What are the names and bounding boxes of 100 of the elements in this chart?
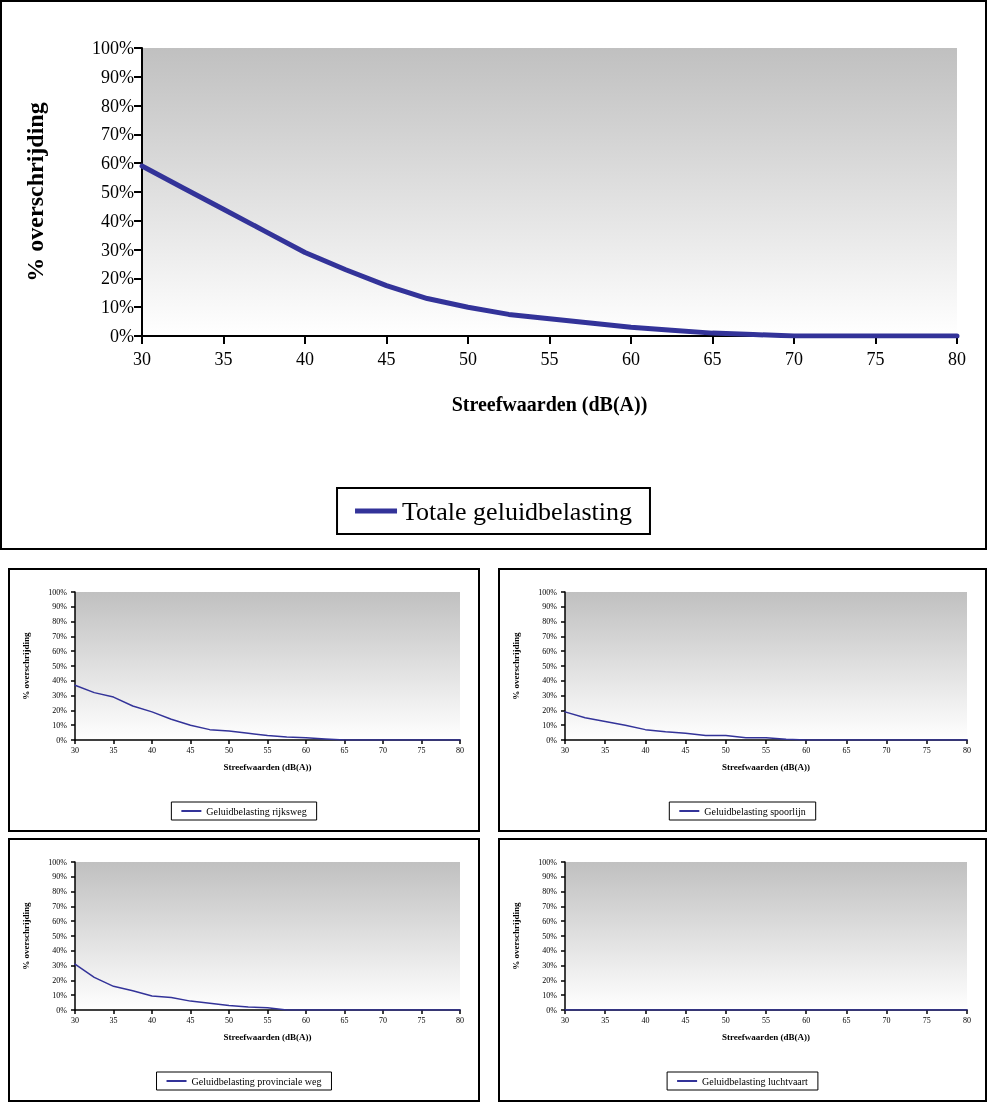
x-tick-label: 40 [148,745,156,755]
x-axis-title: Streefwaarden (dB(A)) [721,761,811,772]
y-tick-label: 100% [92,38,134,58]
x-tick-label: 70 [785,349,803,369]
x-tick-label: 30 [133,349,151,369]
x-tick-label: 60 [802,745,811,755]
x-tick-label: 45 [377,349,396,369]
x-tick-label: 55 [762,745,770,755]
y-tick-label: 30% [101,239,134,260]
x-tick-label: 35 [601,1015,610,1025]
x-tick-label: 70 [882,1015,891,1025]
y-tick-label: 50% [52,931,68,941]
x-tick-label: 30 [561,745,569,755]
y-tick-label: 10% [52,720,68,730]
y-tick-label: 70% [52,631,68,641]
x-tick-label: 60 [302,1015,310,1025]
y-tick-label: 80% [52,887,68,897]
y-axis-title: % overschrijding [510,901,521,970]
y-tick-label: 20% [52,705,68,715]
y-tick-label: 70% [52,901,68,911]
x-tick-label: 30 [561,1015,569,1025]
x-tick-label: 65 [703,349,722,369]
x-tick-label: 35 [109,1015,118,1025]
x-tick-label: 45 [681,745,690,755]
y-tick-label: 60% [52,646,68,656]
y-tick-label: 60% [101,153,134,174]
y-tick-label: 30% [542,961,558,971]
y-tick-label: 40% [52,946,68,956]
y-tick-label: 0% [56,1005,68,1015]
y-axis-title: % overschrijding [22,102,48,282]
y-tick-label: 50% [52,661,68,671]
y-tick-label: 0% [110,326,134,346]
y-tick-label: 100% [48,857,68,867]
x-tick-label: 45 [186,1015,195,1025]
x-tick-label: 75 [417,745,426,755]
y-tick-label: 20% [542,975,558,985]
x-tick-label: 40 [641,1015,650,1025]
x-tick-label: 65 [340,1015,349,1025]
x-tick-label: 50 [721,1015,730,1025]
x-tick-label: 55 [540,349,559,369]
y-tick-label: 90% [542,602,558,612]
x-tick-label: 65 [842,1015,851,1025]
x-tick-label: 40 [296,349,314,369]
y-tick-label: 40% [542,676,558,686]
x-axis-title: Streefwaarden (dB(A)) [223,1031,312,1042]
y-tick-label: 40% [542,946,558,956]
y-tick-label: 80% [542,887,558,897]
x-tick-label: 35 [109,745,118,755]
y-tick-label: 30% [542,691,558,701]
y-tick-label: 10% [52,990,68,1000]
y-tick-label: 0% [546,1005,558,1015]
legend-label: Geluidbelasting rijksweg [206,805,307,817]
x-tick-label: 50 [225,745,233,755]
x-tick-label: 65 [340,745,349,755]
y-tick-label: 20% [52,975,68,985]
x-tick-label: 80 [963,745,971,755]
y-tick-label: 10% [542,990,558,1000]
x-tick-label: 55 [263,1015,272,1025]
y-tick-label: 20% [542,705,558,715]
x-tick-label: 30 [71,1015,79,1025]
x-tick-label: 35 [214,349,233,369]
y-tick-label: 80% [101,95,134,116]
x-tick-label: 80 [456,745,464,755]
x-tick-label: 75 [417,1015,426,1025]
y-tick-label: 50% [101,182,134,202]
x-tick-label: 70 [379,745,387,755]
y-tick-label: 0% [56,735,68,745]
x-axis-title: Streefwaarden (dB(A)) [223,761,312,772]
x-tick-label: 50 [459,349,477,369]
y-tick-label: 100% [48,587,68,597]
y-tick-label: 70% [542,901,558,911]
x-axis-title: Streefwaarden (dB(A)) [451,393,648,416]
y-tick-label: 90% [52,872,68,882]
x-tick-label: 30 [71,745,79,755]
x-tick-label: 60 [802,1015,811,1025]
y-tick-label: 60% [52,916,68,926]
x-tick-label: 60 [622,349,640,369]
legend-label: Geluidbelasting luchtvaart [702,1075,809,1087]
x-tick-label: 55 [263,745,272,755]
x-tick-label: 45 [681,1015,690,1025]
x-tick-label: 80 [963,1015,971,1025]
x-tick-label: 75 [922,1015,931,1025]
x-tick-label: 75 [866,349,885,369]
legend-label: Geluidbelasting spoorlijn [704,805,806,817]
y-tick-label: 50% [542,661,558,671]
y-tick-label: 100% [538,857,558,867]
y-tick-label: 90% [542,872,558,882]
y-tick-label: 10% [101,297,134,318]
x-tick-label: 55 [762,1015,770,1025]
x-tick-label: 50 [225,1015,233,1025]
x-tick-label: 50 [721,745,730,755]
x-tick-label: 40 [641,745,650,755]
x-tick-label: 80 [948,349,966,369]
x-tick-label: 65 [842,745,851,755]
y-axis-title: % overschrijding [510,631,521,700]
x-axis-title: Streefwaarden (dB(A)) [721,1031,811,1042]
y-tick-label: 60% [542,646,558,656]
legend-label: Totale geluidbelasting [402,496,632,526]
x-tick-label: 45 [186,745,195,755]
x-tick-label: 70 [379,1015,387,1025]
